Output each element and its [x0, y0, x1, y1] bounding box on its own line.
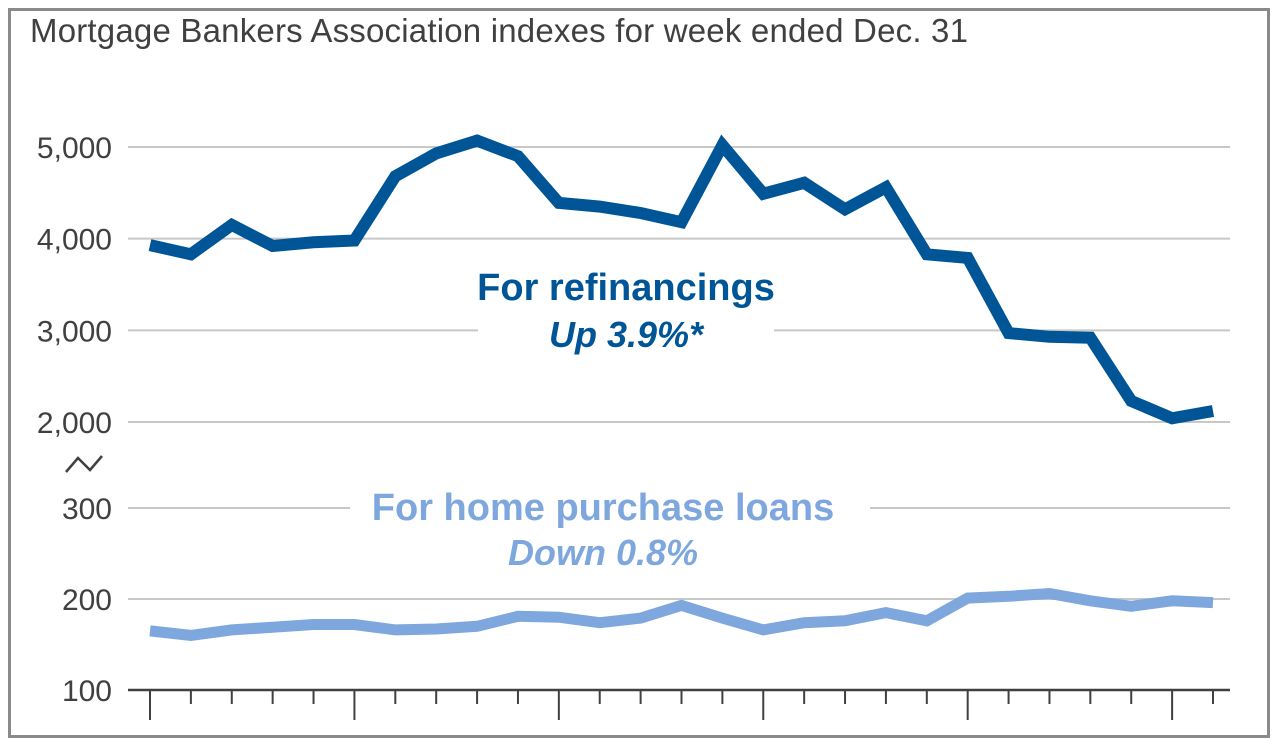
y-tick-label: 4,000	[37, 224, 112, 257]
y-axis-ticks: 2,000 3,000 4,000 5,000 100 200 300	[37, 132, 112, 708]
purchase-series-label: For home purchase loans	[372, 487, 834, 529]
series-lines	[148, 134, 1215, 641]
y-tick-label: 100	[62, 675, 112, 708]
refi-label-bg	[478, 262, 774, 350]
x-axis	[128, 688, 1230, 720]
chart-title: Mortgage Bankers Association indexes for…	[30, 12, 969, 49]
y-tick-label: 200	[62, 584, 112, 617]
y-tick-label: 2,000	[37, 407, 112, 440]
purchase-series-line	[149, 587, 1214, 641]
refi-series-line	[148, 134, 1215, 425]
y-tick-label: 3,000	[37, 315, 112, 348]
refi-series-label: For refinancings	[477, 267, 775, 309]
refi-series-note: Up 3.9%*	[549, 314, 705, 355]
series-labels: For refinancings Up 3.9%* For home purch…	[350, 262, 870, 573]
purchase-series-note: Down 0.8%	[508, 532, 698, 573]
y-tick-label: 300	[62, 493, 112, 526]
purchase-label-bg	[350, 482, 870, 572]
y-tick-label: 5,000	[37, 132, 112, 165]
axis-break-icon	[65, 455, 103, 473]
line-chart: 2,000 3,000 4,000 5,000 100 200 300 For refina…	[37, 132, 1230, 720]
